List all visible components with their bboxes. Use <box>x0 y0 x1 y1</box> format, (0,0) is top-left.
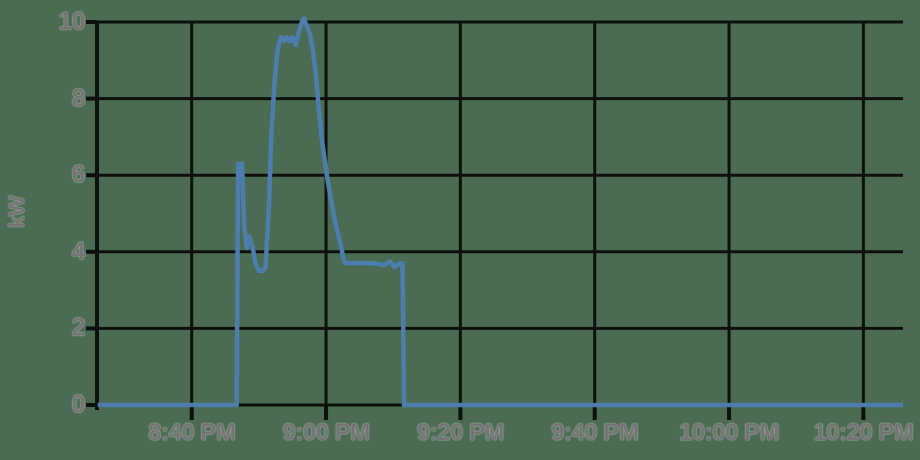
x-tick-label: 9:00 PM <box>282 419 370 446</box>
y-tick-label: 10 <box>58 7 85 36</box>
x-tick-label: 9:40 PM <box>551 419 639 446</box>
x-tick-label: 10:00 PM <box>679 419 780 446</box>
power-series-line <box>97 15 903 408</box>
y-tick-label: 8 <box>71 84 86 113</box>
y-tick-label: 4 <box>71 237 86 266</box>
y-tick-label: 0 <box>71 390 86 419</box>
x-tick-label: 9:20 PM <box>416 419 505 446</box>
y-axis-title: kW <box>4 196 29 228</box>
y-tick-label: 6 <box>71 160 86 189</box>
y-tick-label: 2 <box>71 313 86 342</box>
x-tick-label: 8:40 PM <box>148 419 236 446</box>
x-tick-label: 10:20 PM <box>813 419 914 446</box>
